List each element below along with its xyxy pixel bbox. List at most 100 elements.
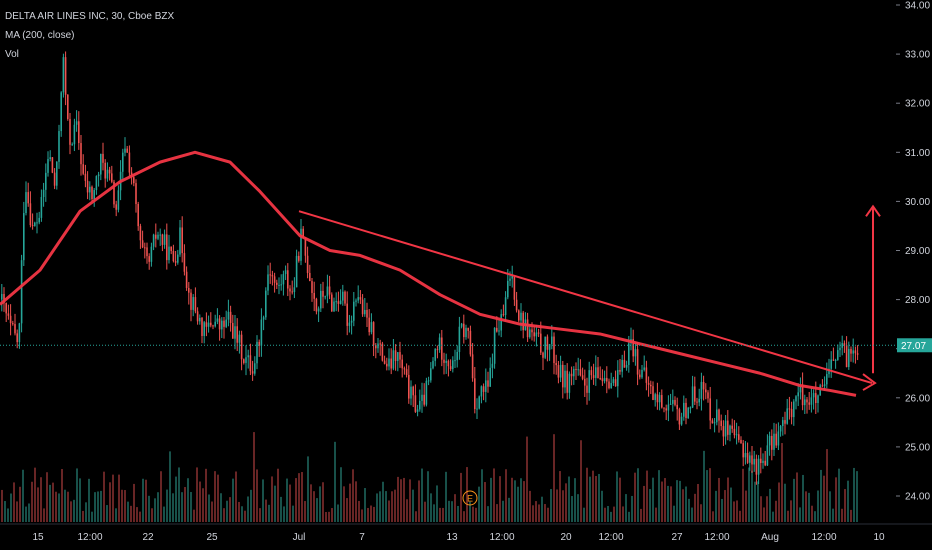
- volume-bar: [412, 489, 414, 522]
- volume-bar: [160, 471, 162, 522]
- volume-bar: [667, 485, 669, 522]
- volume-bar: [403, 477, 405, 522]
- candle-body: [339, 300, 342, 304]
- candle-body: [746, 452, 749, 463]
- candle-body: [482, 386, 485, 392]
- volume-bar: [214, 471, 216, 522]
- candle-body: [179, 227, 181, 255]
- volume-bar: [781, 443, 783, 522]
- volume-bar: [97, 491, 99, 522]
- volume-bar: [553, 434, 555, 522]
- candle-body: [735, 434, 738, 436]
- volume-bar: [541, 496, 543, 522]
- candle-body: [141, 240, 144, 248]
- candle-body: [386, 363, 388, 367]
- candle-body: [199, 317, 201, 322]
- volume-bar: [742, 468, 744, 522]
- volume-bar: [46, 472, 48, 522]
- candle-body: [71, 144, 73, 146]
- candle-body: [256, 341, 258, 364]
- candle-body: [817, 395, 819, 403]
- candle-body: [183, 253, 186, 272]
- price-tick-label: 26.00: [905, 393, 930, 404]
- candle-body: [287, 270, 289, 289]
- candle-body: [302, 228, 304, 238]
- volume-bar: [409, 479, 411, 522]
- volume-bar: [148, 495, 150, 522]
- volume-bar: [556, 489, 558, 522]
- candle-body: [599, 378, 601, 380]
- volume-bar: [523, 481, 525, 522]
- volume-bar: [49, 484, 51, 522]
- candle-body: [555, 363, 557, 366]
- price-tick-label: 34.00: [905, 1, 930, 12]
- candle-body: [801, 384, 804, 406]
- candle-body: [58, 131, 60, 162]
- candle-body: [216, 318, 219, 322]
- volume-bar: [226, 500, 228, 522]
- candle-body: [819, 385, 821, 396]
- candle-body: [845, 345, 848, 367]
- candle-body: [311, 281, 313, 293]
- candle-body: [42, 189, 45, 198]
- volume-bar: [247, 496, 249, 522]
- candle-body: [227, 311, 230, 320]
- ma-indicator-legend[interactable]: MA (200, close): [5, 30, 75, 41]
- volume-bar: [400, 479, 402, 522]
- volume-bar: [706, 470, 708, 522]
- candle-body: [34, 222, 36, 226]
- candle-body: [830, 359, 832, 369]
- price-tick-label: 29.00: [905, 246, 930, 257]
- candle-body: [251, 371, 254, 374]
- volume-bar: [445, 471, 447, 522]
- candle-body: [533, 332, 535, 337]
- volume-bar: [751, 470, 753, 522]
- volume-bar: [835, 477, 837, 522]
- candle-body: [480, 386, 483, 397]
- candle-body: [64, 57, 67, 95]
- candle-body: [320, 290, 322, 309]
- volume-bar: [112, 474, 114, 522]
- volume-indicator-legend[interactable]: Vol: [5, 49, 19, 60]
- volume-bar: [748, 467, 750, 522]
- candle-body: [680, 416, 683, 425]
- candle-body: [777, 431, 780, 446]
- candle-body: [78, 121, 80, 144]
- candle-body: [196, 311, 199, 322]
- volume-bar: [697, 483, 699, 522]
- candle-body: [804, 399, 806, 406]
- volume-bar: [352, 469, 354, 522]
- volume-bar: [661, 481, 663, 522]
- volume-bar: [55, 491, 57, 522]
- candle-body: [784, 420, 786, 424]
- volume-bar: [205, 468, 207, 522]
- volume-bar: [448, 500, 450, 522]
- volume-bar: [61, 469, 63, 522]
- volume-bar: [589, 476, 591, 522]
- volume-bar: [607, 505, 609, 522]
- candle-body: [559, 364, 562, 378]
- price-axis: [896, 0, 932, 524]
- candle-body: [170, 246, 172, 251]
- candle-body: [852, 350, 854, 354]
- candle-body: [634, 349, 637, 357]
- candle-body: [623, 359, 626, 368]
- candle-body: [581, 375, 584, 379]
- volume-bar: [121, 489, 123, 522]
- candle-body: [410, 386, 412, 399]
- price-tick-label: 31.00: [905, 148, 930, 159]
- candle-body: [53, 172, 56, 186]
- candle-body: [69, 118, 71, 145]
- candle-body: [84, 173, 87, 181]
- candle-body: [540, 333, 542, 353]
- volume-bar: [31, 481, 33, 522]
- price-tick-label: 30.00: [905, 197, 930, 208]
- volume-bar: [769, 488, 771, 522]
- candle-body: [577, 369, 579, 371]
- volume-bar: [844, 489, 846, 522]
- candle-body: [652, 386, 654, 400]
- candle-body: [718, 409, 720, 421]
- candle-body: [309, 272, 311, 282]
